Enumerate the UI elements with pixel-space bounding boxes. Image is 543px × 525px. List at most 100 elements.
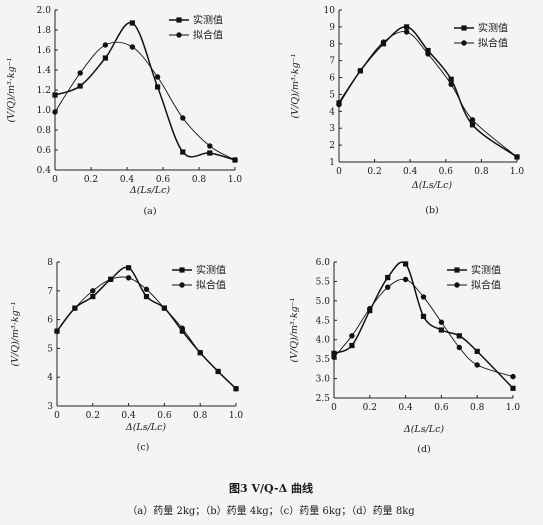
data-point-square [207, 150, 213, 156]
x-tick-label: 0.2 [367, 167, 381, 177]
data-point-square [403, 261, 409, 267]
panel-label: (c) [137, 442, 150, 453]
data-point-square [126, 265, 132, 271]
y-tick-label: 6.0 [316, 258, 331, 268]
data-point-square [77, 83, 83, 89]
data-point-square [102, 55, 108, 61]
data-point-square [155, 84, 161, 90]
panel-label: (a) [143, 206, 156, 217]
series-line-2 [333, 278, 514, 378]
x-tick-label: 1.0 [510, 167, 525, 177]
x-tick-label: 0.8 [193, 411, 208, 421]
y-tick-label: 1.8 [37, 26, 52, 36]
y-tick-label: 3 [47, 402, 53, 412]
data-point-square [469, 122, 476, 128]
y-tick-label: 4 [329, 107, 335, 117]
x-tick-label: 1.0 [506, 403, 521, 413]
data-point-square [129, 20, 135, 26]
legend-label: 拟合值 [196, 279, 226, 292]
data-point-circle [108, 276, 114, 282]
legend-marker-circle [176, 32, 182, 38]
x-tick-label: 0.4 [398, 403, 413, 413]
x-tick-label: 0 [54, 411, 60, 421]
data-point-square [90, 293, 96, 300]
legend-marker-square [454, 267, 460, 273]
panel-label: (b) [425, 205, 439, 216]
y-tick-label: 2.5 [316, 394, 331, 404]
data-point-circle [179, 325, 185, 331]
x-axis-label: Δ(Ls/Lc) [411, 180, 453, 191]
y-tick-label: 10 [324, 6, 336, 16]
data-point-circle [514, 154, 520, 160]
data-point-circle [52, 109, 58, 115]
y-tick-label: 0.8 [37, 126, 52, 136]
data-point-square [474, 348, 480, 354]
data-point-circle [232, 157, 238, 163]
data-point-circle [180, 115, 186, 121]
x-tick-label: 0.8 [470, 403, 485, 413]
x-tick-label: 0.2 [363, 403, 377, 413]
data-point-square [404, 24, 410, 30]
data-point-circle [207, 143, 213, 149]
y-tick-label: 7 [47, 287, 53, 297]
data-point-circle [425, 51, 431, 57]
chart-panel-b: 0 0.2 0.4 0.6 0.8 1.0 1 2 3 4 5 6 7 8 9 10 Δ(Ls/Lc) (V/Q)… [290, 6, 524, 216]
x-axis-label: Δ(Ls/Lc) [125, 422, 167, 433]
data-point-circle [90, 288, 96, 294]
x-axis-label: Δ(Ls/Lc) [129, 185, 171, 196]
data-point-circle [357, 68, 364, 74]
data-point-square [179, 328, 185, 334]
data-point-circle [448, 81, 454, 88]
data-point-square [143, 293, 150, 300]
x-tick-label: 0 [336, 167, 342, 177]
chart-panels: 0 0.2 0.4 0.6 0.8 1.0 0.4 0.6 0.8 1.0 1.2 1.4 1.6 1.8… [6, 6, 524, 455]
x-axis-label: Δ(Ls/Lc) [403, 424, 445, 435]
data-point-circle [331, 354, 337, 360]
data-point-circle [77, 70, 83, 76]
y-tick-label: 4.5 [316, 316, 331, 326]
x-tick-label: 0.6 [157, 411, 172, 421]
data-point-square [52, 92, 58, 98]
data-point-square [438, 327, 444, 333]
data-point-circle [474, 362, 480, 368]
x-tick-label: 1.0 [229, 411, 244, 421]
data-point-circle [143, 286, 150, 293]
y-tick-label: 1.4 [37, 66, 52, 76]
data-point-circle [161, 305, 168, 311]
data-point-circle [510, 373, 516, 380]
y-tick-label: 0.4 [37, 166, 52, 176]
series-line-1 [54, 21, 236, 161]
data-point-square [510, 385, 516, 391]
y-axis-label: (V/Q)/m³·kg⁻¹ [6, 58, 17, 123]
chart-panel-d: 0 0.2 0.4 0.6 0.8 1.0 2.5 3.0 3.5 4.0 4.5 5.0 5.5 6.0… [289, 258, 520, 455]
legend-label: 实测值 [478, 22, 508, 35]
y-tick-label: 1.0 [37, 106, 52, 116]
data-point-circle [215, 368, 221, 375]
data-point-circle [456, 344, 462, 351]
y-tick-label: 1 [329, 158, 335, 168]
x-tick-label: 1.0 [228, 175, 243, 185]
legend-label: 实测值 [196, 264, 226, 277]
data-point-circle [72, 305, 78, 311]
x-tick-label: 0.6 [156, 175, 171, 185]
data-point-circle [403, 29, 410, 35]
data-point-circle [336, 101, 342, 108]
data-point-circle [385, 284, 391, 290]
data-point-circle [367, 305, 373, 312]
data-point-square [456, 333, 462, 339]
x-tick-label: 0.8 [192, 175, 207, 185]
series-line-1 [333, 261, 514, 389]
data-point-square [180, 149, 186, 155]
y-tick-label: 5.5 [316, 277, 331, 287]
x-tick-label: 0 [331, 403, 337, 413]
y-axis-label: (V/Q)/m³·kg⁻¹ [10, 302, 21, 367]
legend-label: 拟合值 [478, 37, 508, 50]
data-point-circle [438, 319, 445, 325]
data-point-square [331, 350, 337, 356]
y-tick-label: 5 [47, 344, 53, 354]
data-point-square [349, 342, 355, 349]
x-tick-label: 0.4 [403, 167, 418, 177]
x-tick-label: 0 [52, 175, 58, 185]
data-point-circle [349, 333, 355, 339]
y-tick-label: 2 [329, 141, 335, 151]
